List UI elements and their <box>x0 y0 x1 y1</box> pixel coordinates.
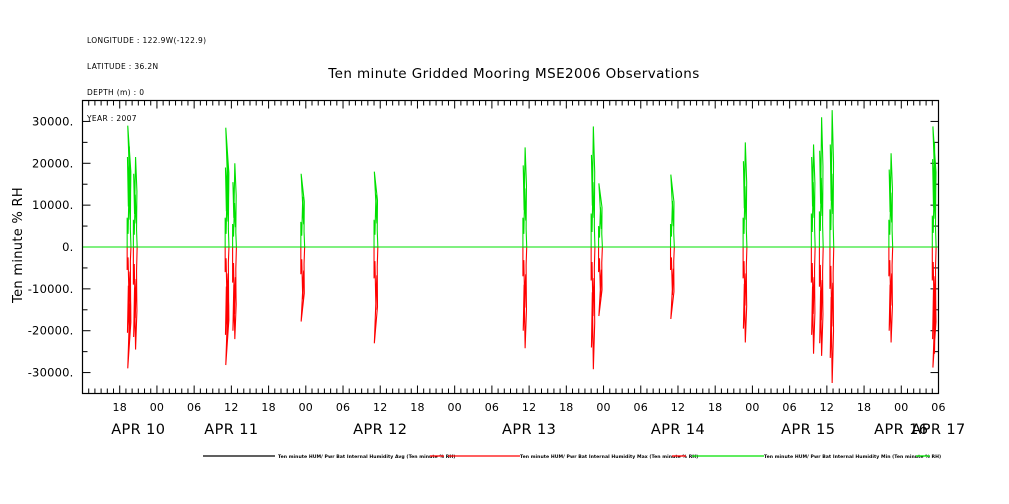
series-spike <box>598 246 603 317</box>
metadata-depth: DEPTH (m) : 0 <box>87 87 145 97</box>
series-spike <box>818 246 824 356</box>
series-spike <box>224 127 230 248</box>
series-spike <box>742 246 748 343</box>
x-hour-label: 06 <box>485 401 499 414</box>
series-spike <box>810 144 816 248</box>
series-spike <box>126 125 132 248</box>
x-hour-label: 12 <box>224 401 238 414</box>
series-spike <box>300 246 306 322</box>
y-tick-label: -20000. <box>28 324 74 338</box>
x-axis-ticks <box>82 100 939 394</box>
series-spike <box>132 246 138 350</box>
series-spike <box>829 110 835 248</box>
series-spike <box>373 246 379 344</box>
x-day-label: APR 13 <box>502 422 556 438</box>
x-day-label: APR 15 <box>781 422 835 438</box>
series-spike <box>742 142 748 248</box>
x-day-label: APR 12 <box>353 422 407 438</box>
series-spike <box>373 171 379 248</box>
x-hour-label: 18 <box>857 401 871 414</box>
x-axis-hour-labels: 18 00 06 12 18 00 06 12 18 00 06 12 18 00 06 12 18 00 06 12… <box>113 401 946 414</box>
metadata-longitude: LONGITUDE : 122.9W(-122.9) <box>87 36 207 46</box>
x-hour-label: 06 <box>336 401 350 414</box>
x-hour-label: 12 <box>522 401 536 414</box>
x-hour-label: 18 <box>261 401 275 414</box>
x-hour-label: 18 <box>113 401 127 414</box>
x-hour-label: 06 <box>931 401 945 414</box>
x-hour-label: 00 <box>596 401 610 414</box>
series-spike <box>300 173 306 248</box>
series-spike <box>669 174 675 248</box>
x-day-label: APR 10 <box>111 422 165 438</box>
x-hour-label: 00 <box>447 401 461 414</box>
x-day-label: APR 16 <box>874 422 928 438</box>
data-series <box>82 110 939 248</box>
series-spike <box>232 246 237 340</box>
x-hour-label: 06 <box>634 401 648 414</box>
y-axis-ticks: 30000. 20000. 10000. 0. -10000. -20000. -30000… <box>28 100 939 394</box>
legend-label: Ten minute HUM/ Pwr Bat Internal Humidit… <box>764 454 941 460</box>
series-spike <box>522 147 528 248</box>
y-tick-label: 30000. <box>32 114 73 128</box>
plot-frame <box>81 99 940 395</box>
x-hour-label: 00 <box>299 401 313 414</box>
series-spike <box>669 246 675 320</box>
x-hour-label: 18 <box>708 401 722 414</box>
series-spike <box>931 246 937 368</box>
chart-legend: Ten minute HUM/ Pwr Bat Internal Humidit… <box>203 454 941 460</box>
x-day-label: APR 14 <box>651 422 705 438</box>
x-hour-label: 06 <box>187 401 201 414</box>
metadata-year: YEAR : 2007 <box>87 113 137 123</box>
x-day-label: APR 11 <box>204 422 258 438</box>
series-spike <box>590 246 596 370</box>
y-tick-label: -30000. <box>28 366 74 380</box>
x-hour-label: 12 <box>373 401 387 414</box>
y-tick-label: 20000. <box>32 156 73 170</box>
x-hour-label: 00 <box>150 401 164 414</box>
x-day-label: APR 17 <box>911 422 965 438</box>
data-series-group <box>82 110 939 384</box>
y-axis-label: Ten minute % RH <box>11 187 26 304</box>
series-spike <box>590 126 596 248</box>
y-tick-label: 0. <box>62 240 73 254</box>
station-metadata: LONGITUDE : 122.9W(-122.9) LATITUDE : 36… <box>87 20 206 140</box>
series-spike <box>888 246 894 343</box>
metadata-latitude: LATITUDE : 36.2N <box>87 61 159 71</box>
legend-label: Ten minute HUM/ Pwr Bat Internal Humidit… <box>278 454 455 460</box>
x-hour-label: 12 <box>820 401 834 414</box>
x-hour-label: 00 <box>745 401 759 414</box>
x-hour-label: 18 <box>559 401 573 414</box>
data-series <box>126 246 937 384</box>
y-tick-label: 10000. <box>32 198 73 212</box>
series-spike <box>598 183 603 248</box>
x-hour-label: 00 <box>894 401 908 414</box>
x-hour-label: 12 <box>671 401 685 414</box>
series-spike <box>888 153 894 248</box>
x-hour-label: 18 <box>410 401 424 414</box>
series-spike <box>126 246 132 369</box>
series-spike <box>829 246 835 384</box>
series-spike <box>931 126 937 248</box>
series-spike <box>132 156 138 248</box>
y-tick-label: -10000. <box>28 282 74 296</box>
series-spike <box>232 163 237 248</box>
chart-title: Ten minute Gridded Mooring MSE2006 Obser… <box>327 66 699 82</box>
x-axis-day-labels: APR 10 APR 11 APR 12 APR 13 APR 14 APR 15 APR … <box>111 422 965 438</box>
series-spike <box>522 246 528 349</box>
x-hour-label: 06 <box>782 401 796 414</box>
series-spike <box>224 246 230 366</box>
legend-label: Ten minute HUM/ Pwr Bat Internal Humidit… <box>520 454 698 460</box>
series-spike <box>818 117 824 248</box>
series-spike <box>810 246 816 354</box>
